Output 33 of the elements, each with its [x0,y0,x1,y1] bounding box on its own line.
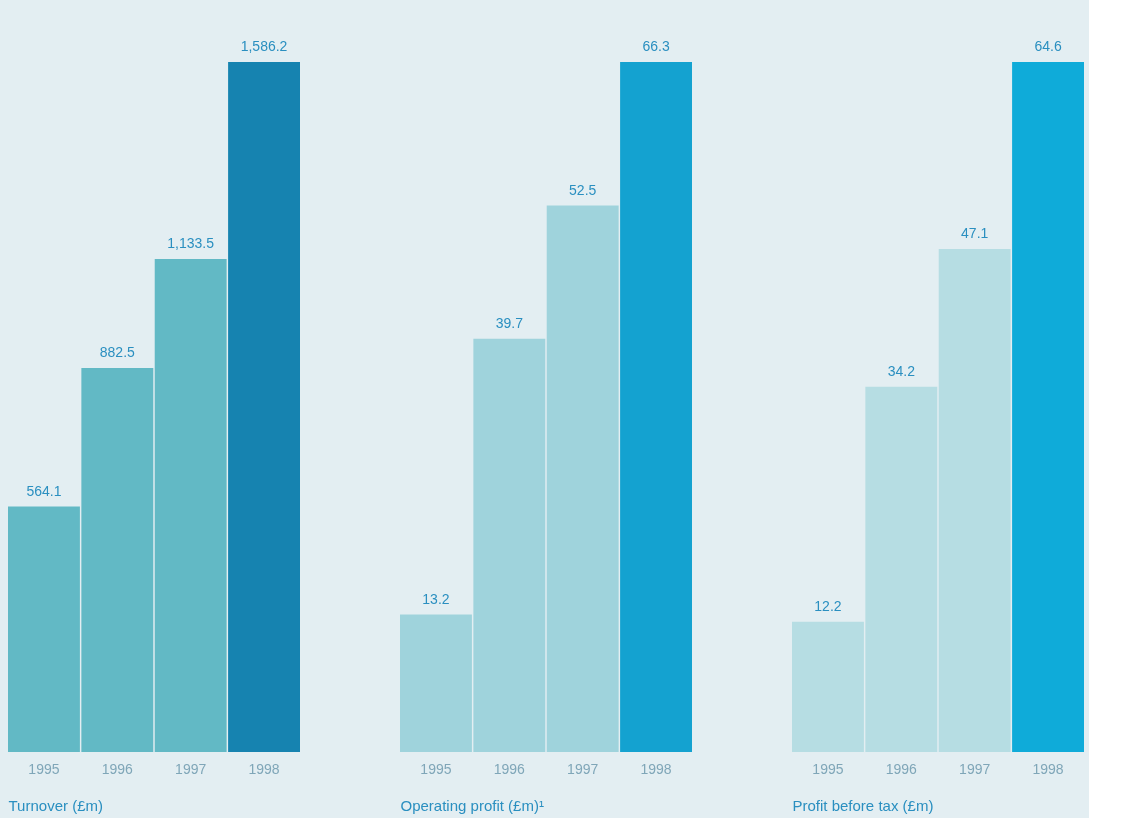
data-label: 52.5 [569,181,597,198]
data-label: 47.1 [961,224,989,241]
data-label: 564.1 [26,482,62,499]
x-axis-title: Turnover (£m) [8,796,103,814]
x-tick-label: 1997 [567,760,599,777]
data-label: 66.3 [642,38,670,54]
x-tick-label: 1997 [959,760,991,777]
x-axis-title: Profit before tax (£m) [792,796,934,814]
data-label: 1,133.5 [167,234,215,251]
bar [938,248,1011,752]
bar [546,205,619,752]
x-tick-label: 1998 [248,760,280,777]
data-label: 34.2 [887,362,916,379]
x-tick-label: 1998 [1032,760,1064,777]
bar [228,62,300,752]
x-tick-label: 1995 [28,760,60,777]
x-tick-label: 1997 [175,760,207,777]
data-label: 882.5 [99,344,136,361]
x-tick-label: 1998 [640,760,672,777]
x-tick-label: 1996 [101,760,134,777]
data-label: 1,586.2 [240,38,288,54]
x-tick-label: 1995 [420,760,452,777]
data-label: 39.7 [495,314,524,331]
bar [620,62,692,752]
x-tick-label: 1996 [493,760,526,777]
x-tick-label: 1995 [812,760,844,777]
bar [1012,62,1084,752]
data-label: 64.6 [1034,38,1062,54]
bar [154,258,227,752]
x-axis-title: Operating profit (£m)¹ [400,796,544,814]
x-tick-label: 1996 [885,760,918,777]
data-label: 13.2 [422,590,450,607]
data-label: 12.2 [814,597,842,614]
